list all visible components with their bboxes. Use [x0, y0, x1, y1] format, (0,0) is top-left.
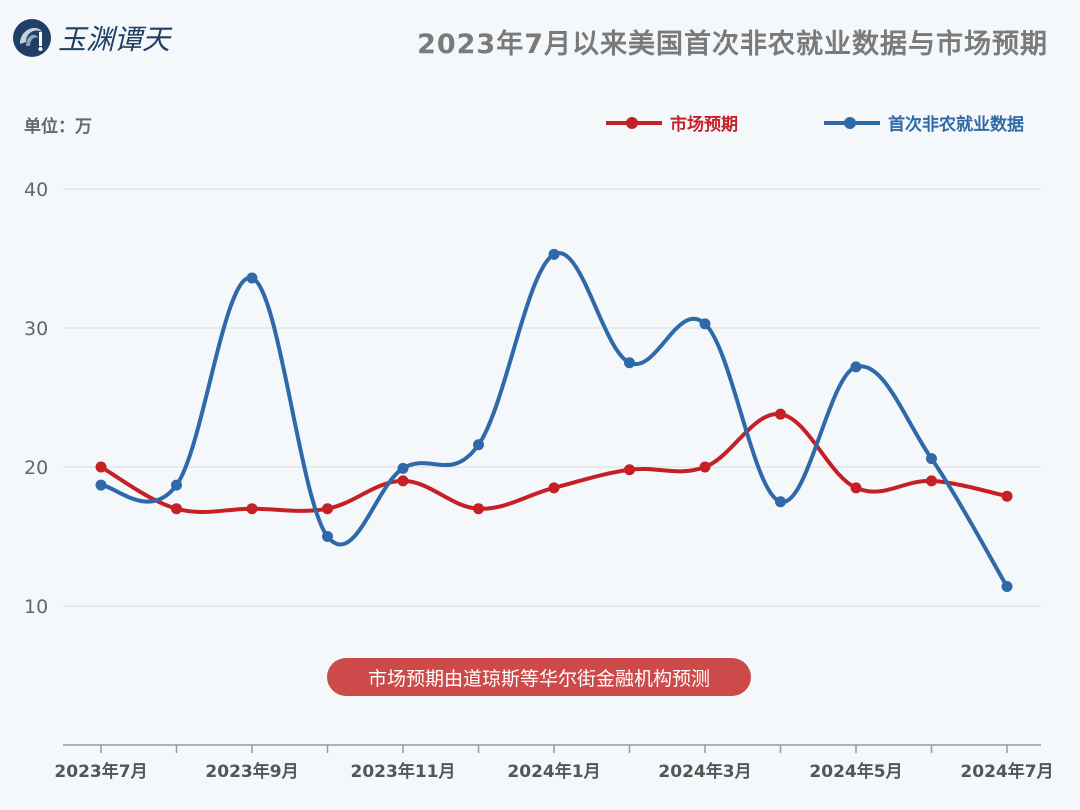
data-point — [171, 503, 182, 515]
x-tick-label: 2024年5月 — [809, 761, 902, 782]
chart-title: 2023年7月以来美国首次非农就业数据与市场预期 — [417, 29, 1048, 60]
data-point — [171, 479, 182, 491]
legend-marker-expected — [606, 116, 662, 129]
series-line-actual — [100, 251, 1009, 588]
data-point — [1001, 581, 1013, 593]
x-tick-label: 2023年9月 — [205, 761, 298, 782]
x-tick-label: 2024年7月 — [960, 761, 1053, 782]
data-point — [775, 408, 786, 420]
data-point — [548, 248, 560, 260]
series-line-expected — [100, 412, 1008, 515]
data-point — [322, 531, 333, 542]
data-point — [397, 475, 409, 487]
data-point — [473, 503, 484, 515]
logo-text: 玉渊谭天 — [58, 23, 171, 56]
data-point — [699, 318, 711, 330]
legend-marker-actual — [824, 116, 880, 129]
data-point — [397, 462, 409, 474]
data-point — [1001, 490, 1013, 502]
data-point — [246, 272, 258, 284]
y-tick-label: 40 — [24, 179, 48, 201]
x-tick-label: 2023年11月 — [351, 761, 456, 782]
logo: 玉渊谭天 — [12, 18, 170, 58]
data-point — [775, 496, 786, 508]
data-point — [322, 503, 333, 515]
data-point — [95, 461, 107, 473]
legend-label: 市场预期 — [670, 115, 738, 135]
data-point — [926, 453, 937, 465]
y-tick-label: 10 — [24, 596, 48, 618]
data-point — [850, 361, 862, 373]
data-point — [246, 503, 258, 515]
data-point — [473, 439, 484, 451]
data-point — [850, 482, 862, 494]
legend-label: 首次非农就业数据 — [888, 115, 1024, 135]
y-tick-label: 20 — [24, 457, 48, 479]
x-tick-label: 2023年7月 — [54, 761, 147, 782]
data-point — [926, 475, 937, 487]
data-point — [624, 357, 635, 369]
x-tick-label: 2024年3月 — [658, 761, 751, 782]
data-point — [699, 461, 711, 473]
data-point — [95, 479, 107, 491]
data-point — [548, 482, 560, 494]
x-tick-label: 2024年1月 — [507, 761, 600, 782]
legend-item-expected: 市场预期 — [606, 110, 738, 135]
data-point — [624, 464, 635, 476]
y-tick-label: 30 — [24, 318, 48, 340]
unit-label: 单位：万 — [24, 117, 92, 137]
logo-emblem-icon — [13, 19, 51, 57]
legend-item-actual: 首次非农就业数据 — [824, 110, 1024, 135]
annotation-note: 市场预期由道琼斯等华尔街金融机构预测 — [327, 658, 751, 696]
